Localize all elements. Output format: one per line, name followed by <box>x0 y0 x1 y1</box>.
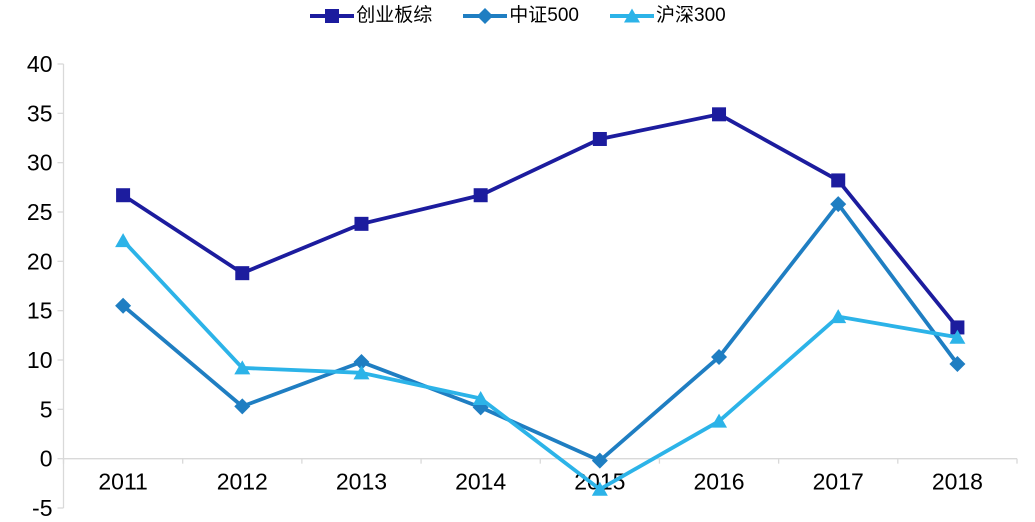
y-axis-tick-label: 25 <box>27 199 53 225</box>
diamond-data-point <box>234 398 251 415</box>
triangle-marker-icon <box>610 8 654 23</box>
diamond-data-point <box>830 196 847 213</box>
square-data-point <box>712 107 727 122</box>
legend-label: 沪深300 <box>656 5 726 26</box>
triangle-data-point <box>830 309 847 324</box>
series-line <box>122 112 959 329</box>
diamond-data-point <box>711 349 728 366</box>
y-axis-tick-label: 5 <box>40 396 53 422</box>
triangle-data-point <box>949 329 966 344</box>
x-axis-tick-label: 2013 <box>336 469 387 495</box>
y-axis-tick-label: 15 <box>27 298 53 324</box>
square-data-point <box>831 173 846 188</box>
legend-label: 创业板综 <box>356 5 433 26</box>
y-axis-tick-label: 10 <box>27 347 53 373</box>
chart-legend: 创业板综 中证500 沪深300 <box>0 6 1035 26</box>
legend-item-zhongzheng500: 中证500 <box>462 6 579 26</box>
x-axis-tick-label: 2016 <box>693 469 744 495</box>
x-axis-tick-label: 2014 <box>455 469 506 495</box>
diamond-marker-icon <box>463 8 508 24</box>
triangle-data-point <box>591 481 608 496</box>
triangle-data-point <box>234 360 251 375</box>
square-data-point <box>354 216 369 231</box>
x-axis-tick-label: 2018 <box>932 469 983 495</box>
series-line <box>121 239 958 492</box>
y-axis-tick-label: 30 <box>27 150 53 176</box>
x-axis-tick-label: 2011 <box>98 469 147 495</box>
diamond-data-point <box>353 353 370 370</box>
square-data-point <box>473 188 488 203</box>
square-data-point <box>592 131 607 146</box>
y-axis-tick-label: 40 <box>27 51 53 77</box>
triangle-data-point <box>472 390 489 405</box>
legend-item-hushen300: 沪深300 <box>609 6 726 26</box>
x-axis-tick-label: 2017 <box>813 469 864 495</box>
series-line <box>121 202 959 463</box>
y-axis-tick-label: -5 <box>32 495 52 521</box>
triangle-data-point <box>353 365 370 380</box>
square-data-point <box>950 320 965 335</box>
legend-label: 中证500 <box>509 5 579 26</box>
y-axis-tick-label: 0 <box>40 446 53 472</box>
y-axis-tick-label: 20 <box>27 248 53 274</box>
y-axis-tick-label: 35 <box>27 100 53 126</box>
legend-item-chuangyeban: 创业板综 <box>309 6 432 26</box>
triangle-data-point <box>115 233 132 248</box>
square-data-point <box>116 188 131 203</box>
square-data-point <box>235 266 250 281</box>
diamond-data-point <box>591 452 608 469</box>
x-axis-tick-label: 2012 <box>217 469 268 495</box>
diamond-data-point <box>949 355 966 372</box>
triangle-data-point <box>711 413 728 428</box>
square-marker-icon <box>310 9 355 23</box>
diamond-data-point <box>115 297 132 314</box>
